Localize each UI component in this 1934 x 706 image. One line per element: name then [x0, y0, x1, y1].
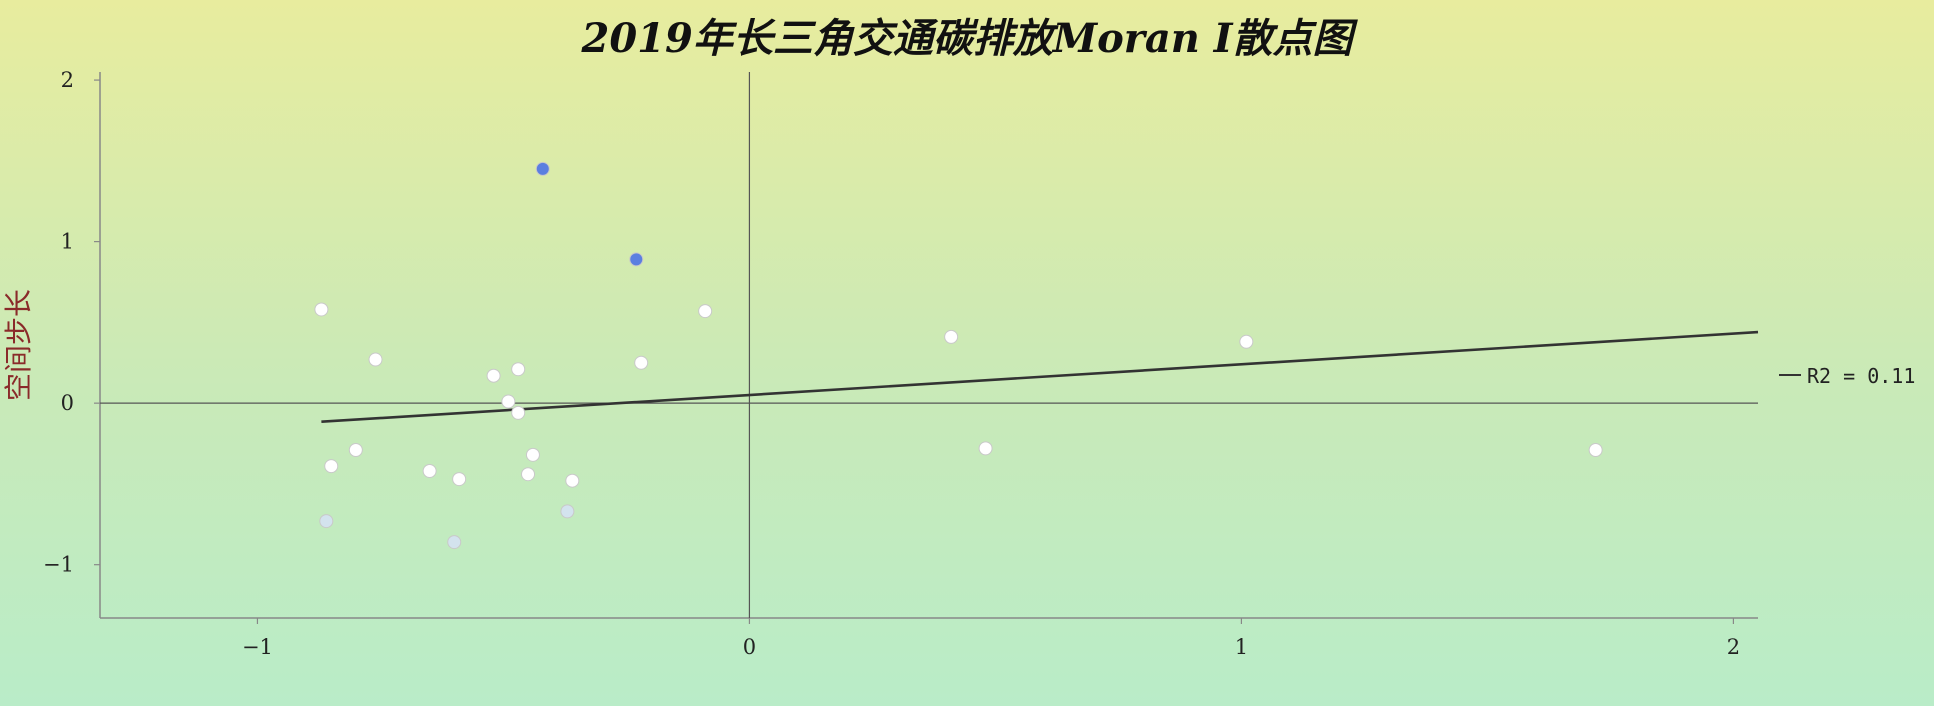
- points-group: [314, 161, 1603, 550]
- data-point: [698, 304, 713, 319]
- data-point: [535, 161, 550, 176]
- trendline: [321, 330, 1759, 424]
- data-point: [511, 405, 526, 420]
- x-tick-label: 0: [743, 635, 756, 659]
- data-point: [1239, 334, 1254, 349]
- data-point: [501, 394, 516, 409]
- data-point: [486, 368, 501, 383]
- data-point: [525, 447, 540, 462]
- zero-reference-lines: [100, 72, 1758, 618]
- data-point: [978, 441, 993, 456]
- axes: [99, 72, 1758, 619]
- legend: R2 = 0.11: [1779, 364, 1915, 388]
- x-tick-label: 2: [1727, 635, 1740, 659]
- legend-label: R2 = 0.11: [1807, 364, 1915, 388]
- data-point: [629, 252, 644, 267]
- data-point: [565, 473, 580, 488]
- x-tick-label: −1: [242, 635, 273, 659]
- x-ticks: −1 0 1 2: [242, 618, 1740, 659]
- data-point: [447, 535, 462, 550]
- y-tick-label: 1: [61, 230, 74, 254]
- y-tick-label: 2: [61, 68, 74, 92]
- data-point: [324, 459, 339, 474]
- data-point: [634, 355, 649, 370]
- trendline-group: [321, 330, 1759, 424]
- y-tick-label: 0: [61, 391, 74, 415]
- data-point: [944, 329, 959, 344]
- data-point: [511, 362, 526, 377]
- chart-title: 2019年长三角交通碳排放Moran I散点图: [581, 15, 1359, 62]
- data-point: [314, 302, 329, 317]
- y-tick-label: −1: [43, 553, 74, 577]
- y-ticks: −1 0 1 2: [43, 68, 100, 577]
- data-point: [521, 467, 536, 482]
- data-point: [1588, 443, 1603, 457]
- x-tick-label: 1: [1235, 635, 1248, 659]
- data-point: [319, 514, 334, 529]
- data-point: [368, 352, 383, 367]
- data-point: [348, 443, 363, 457]
- data-point: [452, 472, 467, 487]
- data-point: [422, 464, 437, 478]
- y-axis-label: 空间步长: [2, 289, 35, 401]
- data-point: [560, 504, 575, 519]
